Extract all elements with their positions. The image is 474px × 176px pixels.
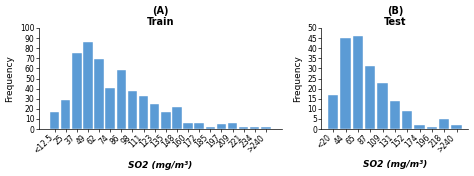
Bar [228,123,237,129]
Bar [161,112,171,129]
X-axis label: SO2 (mg/m³): SO2 (mg/m³) [363,160,427,169]
Bar [194,123,204,129]
Bar [377,83,388,129]
Bar [353,36,363,129]
Bar [94,59,104,129]
Bar [414,125,425,129]
Bar [72,53,82,129]
Bar [402,111,412,129]
Bar [206,127,215,129]
Bar [128,91,137,129]
Bar [239,127,248,129]
Bar [340,38,351,129]
Bar [451,125,462,129]
Bar [261,127,271,129]
Bar [83,42,92,129]
Bar [139,96,148,129]
Bar [150,104,159,129]
Bar [390,101,400,129]
Y-axis label: Frequency: Frequency [293,55,302,102]
Bar [365,66,375,129]
Bar [183,123,193,129]
Bar [217,124,226,129]
Bar [250,127,259,129]
Bar [439,119,449,129]
Title: (A)
Train: (A) Train [146,6,174,27]
Title: (B)
Test: (B) Test [383,6,406,27]
Bar [50,112,59,129]
Y-axis label: Frequency: Frequency [6,55,15,102]
Bar [172,107,182,129]
Bar [427,127,437,129]
Bar [117,70,126,129]
Bar [61,100,71,129]
X-axis label: SO2 (mg/m³): SO2 (mg/m³) [128,161,192,170]
Bar [328,95,338,129]
Bar [105,88,115,129]
